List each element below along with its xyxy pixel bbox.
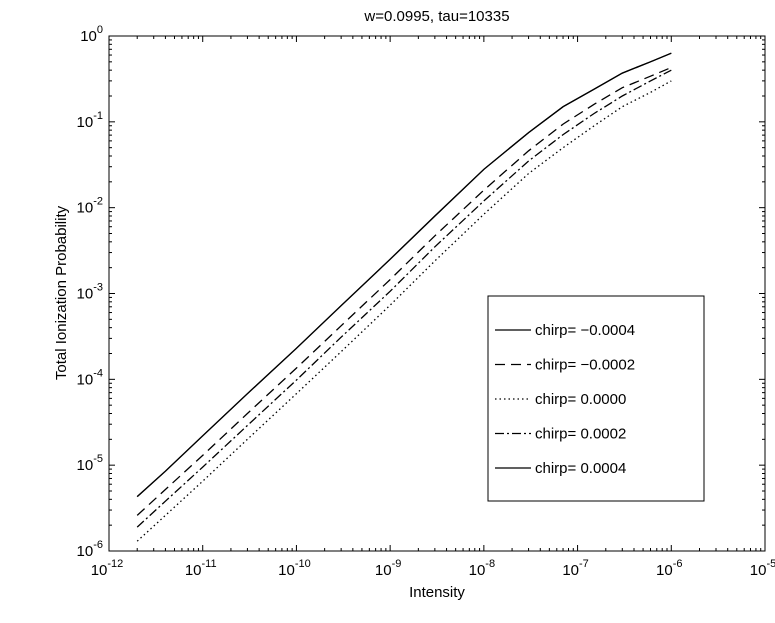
series-lines <box>136 52 672 542</box>
y-tick-exponent: -6 <box>93 539 103 551</box>
x-tick-base: 10 <box>750 562 767 579</box>
y-tick-base: 10 <box>80 28 97 45</box>
legend-label-0: chirp= −0.0004 <box>535 322 635 339</box>
y-tick-exponent: 0 <box>97 24 103 36</box>
x-tick-label: 10-11 <box>185 558 217 579</box>
y-tick-base: 10 <box>77 200 94 217</box>
y-tick-label: 10-6 <box>77 539 103 560</box>
x-tick-label: 10-9 <box>375 558 401 579</box>
y-tick-label: 10-2 <box>77 196 103 217</box>
x-tick-exponent: -5 <box>766 558 775 570</box>
y-tick-exponent: -2 <box>93 196 103 208</box>
legend-label-3: chirp= 0.0002 <box>535 426 626 443</box>
legend-label-4: chirp= 0.0004 <box>535 460 626 477</box>
x-tick-exponent: -9 <box>392 558 402 570</box>
y-tick-label: 10-3 <box>77 282 103 303</box>
y-tick-exponent: -3 <box>93 282 103 294</box>
series-line-3 <box>136 69 672 528</box>
x-tick-label: 10-6 <box>656 558 682 579</box>
legend: chirp= −0.0004 chirp= −0.0002 chirp= 0.000… <box>487 295 705 502</box>
x-tick-label: 10-7 <box>562 558 588 579</box>
y-tick-label: 10-5 <box>77 453 103 474</box>
y-tick-base: 10 <box>77 286 94 303</box>
x-tick-base: 10 <box>278 562 295 579</box>
x-tick-label: 10-10 <box>278 558 311 579</box>
x-tick-exponent: -12 <box>107 558 123 570</box>
y-tick-base: 10 <box>77 457 94 474</box>
x-tick-exponent: -10 <box>295 558 311 570</box>
y-tick-label: 10-1 <box>77 110 103 131</box>
x-tick-exponent: -11 <box>202 558 217 570</box>
y-tick-exponent: -1 <box>93 110 103 122</box>
y-tick-label: 10-4 <box>77 367 103 388</box>
x-tick-base: 10 <box>91 562 108 579</box>
x-axis-label: Intensity <box>409 584 465 601</box>
y-tick-base: 10 <box>77 114 94 131</box>
x-tick-base: 10 <box>185 562 202 579</box>
x-tick-label: 10-5 <box>750 558 775 579</box>
axis-ticks: 10-12 10-11 10-10 10-9 10-8 10-7 10-6 10-510-61… <box>77 24 775 579</box>
chart-title: w=0.0995, tau=10335 <box>363 8 509 25</box>
y-tick-base: 10 <box>77 371 94 388</box>
x-tick-base: 10 <box>562 562 579 579</box>
series-line-1 <box>136 66 672 516</box>
x-tick-exponent: -8 <box>485 558 495 570</box>
x-tick-base: 10 <box>656 562 673 579</box>
x-tick-exponent: -7 <box>579 558 589 570</box>
x-tick-exponent: -6 <box>673 558 683 570</box>
x-tick-label: 10-8 <box>469 558 495 579</box>
x-tick-base: 10 <box>469 562 486 579</box>
y-tick-base: 10 <box>77 543 94 560</box>
y-tick-exponent: -4 <box>93 367 103 379</box>
series-line-2 <box>136 80 672 542</box>
legend-label-2: chirp= 0.0000 <box>535 391 626 408</box>
x-tick-label: 10-12 <box>91 558 124 579</box>
y-tick-label: 100 <box>80 24 103 45</box>
y-axis-label: Total Ionization Probability <box>53 205 70 380</box>
x-tick-base: 10 <box>375 562 392 579</box>
series-line-4 <box>136 52 672 498</box>
legend-label-1: chirp= −0.0002 <box>535 357 635 374</box>
y-tick-exponent: -5 <box>93 453 103 465</box>
